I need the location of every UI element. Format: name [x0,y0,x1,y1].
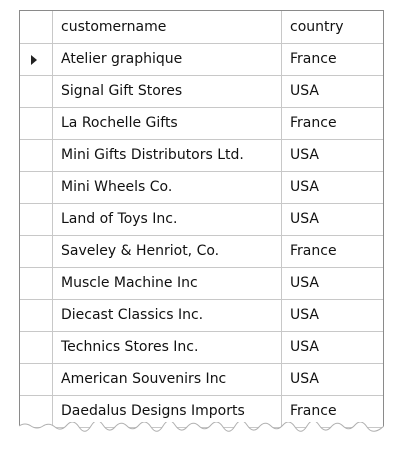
row-indicator[interactable] [20,268,53,299]
cell-customername[interactable]: Signal Gift Stores [53,76,282,107]
cell-country[interactable]: USA [290,307,319,323]
cell-country[interactable]: France [290,115,337,131]
cell-customername[interactable]: Land of Toys Inc. [53,204,282,235]
row-indicator[interactable] [20,108,53,139]
cell-country[interactable]: USA [290,179,319,195]
table-row[interactable]: Diecast Classics Inc. USA [20,300,383,332]
cell-customername[interactable]: Saveley & Henriot, Co. [53,236,282,267]
table-row[interactable]: Technics Stores Inc. USA [20,332,383,364]
row-indicator[interactable] [20,172,53,203]
table-row[interactable]: Land of Toys Inc. USA [20,204,383,236]
row-indicator[interactable] [20,300,53,331]
table-row[interactable]: Mini Gifts Distributors Ltd. USA [20,140,383,172]
result-grid: customername country Atelier graphique Fr… [19,10,384,432]
row-indicator[interactable] [20,204,53,235]
cell-customername[interactable]: Diecast Classics Inc. [53,300,282,331]
table-row[interactable]: Mini Wheels Co. USA [20,172,383,204]
cell-country[interactable]: France [290,51,337,67]
cell-customername[interactable]: Mini Gifts Distributors Ltd. [53,140,282,171]
cell-country[interactable]: USA [290,147,319,163]
row-indicator[interactable] [20,236,53,267]
cell-customername[interactable]: American Souvenirs Inc [53,364,282,395]
row-indicator[interactable] [20,396,53,427]
header-row-indicator [20,11,53,43]
row-indicator[interactable] [20,364,53,395]
column-header-country[interactable]: country [290,19,344,35]
table-row[interactable]: Atelier graphique France [20,44,383,76]
row-indicator[interactable] [20,140,53,171]
grid-header-row: customername country [20,11,383,44]
cell-customername[interactable]: Mini Wheels Co. [53,172,282,203]
torn-edge [19,422,384,436]
cell-customername[interactable]: Atelier graphique [53,44,282,75]
cell-customername[interactable]: La Rochelle Gifts [53,108,282,139]
row-indicator[interactable] [20,44,53,75]
table-row[interactable]: La Rochelle Gifts France [20,108,383,140]
cell-country[interactable]: France [290,243,337,259]
table-row[interactable]: Saveley & Henriot, Co. France [20,236,383,268]
table-row[interactable]: American Souvenirs Inc USA [20,364,383,396]
cell-customername[interactable]: Daedalus Designs Imports [53,396,282,427]
cell-customername[interactable]: Muscle Machine Inc [53,268,282,299]
cell-country[interactable]: USA [290,339,319,355]
row-indicator[interactable] [20,76,53,107]
row-indicator[interactable] [20,332,53,363]
cell-country[interactable]: USA [290,211,319,227]
cell-customername[interactable]: Technics Stores Inc. [53,332,282,363]
column-header-customername[interactable]: customername [53,11,282,43]
cell-country[interactable]: USA [290,275,319,291]
table-row[interactable]: Signal Gift Stores USA [20,76,383,108]
cell-country[interactable]: France [290,403,337,419]
cell-country[interactable]: USA [290,83,319,99]
cell-country[interactable]: USA [290,371,319,387]
caret-right-icon [31,55,37,65]
table-row[interactable]: Muscle Machine Inc USA [20,268,383,300]
